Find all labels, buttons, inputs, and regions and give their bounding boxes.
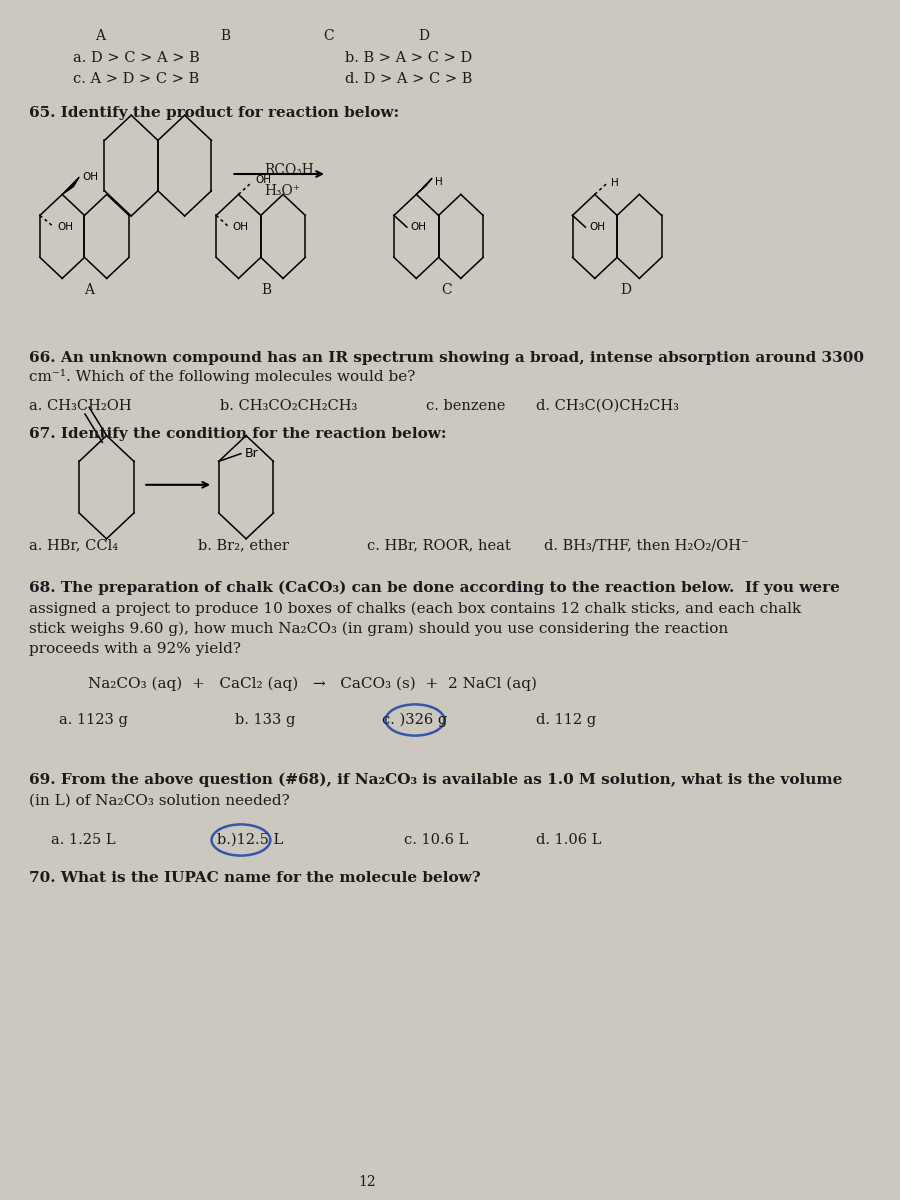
Text: RCO₃H: RCO₃H <box>265 163 314 178</box>
Text: 65. Identify the product for reaction below:: 65. Identify the product for reaction be… <box>30 106 400 120</box>
Text: b. 133 g: b. 133 g <box>235 713 295 727</box>
Text: c. )326 g: c. )326 g <box>382 713 447 727</box>
Text: d. 1.06 L: d. 1.06 L <box>536 833 602 847</box>
Text: OH: OH <box>233 222 248 232</box>
Text: OH: OH <box>58 222 74 232</box>
Text: A: A <box>85 283 94 298</box>
Text: c. A > D > C > B: c. A > D > C > B <box>74 72 200 86</box>
Text: cm⁻¹. Which of the following molecules would be?: cm⁻¹. Which of the following molecules w… <box>30 370 416 384</box>
Text: Br: Br <box>245 448 258 460</box>
Text: D: D <box>418 29 429 43</box>
Text: C: C <box>323 29 334 43</box>
Text: H₃O⁺: H₃O⁺ <box>265 184 301 198</box>
Text: OH: OH <box>82 172 98 182</box>
Text: b. CH₃CO₂CH₂CH₃: b. CH₃CO₂CH₂CH₃ <box>220 398 358 413</box>
Text: H: H <box>611 178 619 187</box>
Text: proceeds with a 92% yield?: proceeds with a 92% yield? <box>30 642 241 656</box>
Text: OH: OH <box>590 222 605 232</box>
Text: OH: OH <box>410 222 427 232</box>
Text: d. BH₃/THF, then H₂O₂/OH⁻: d. BH₃/THF, then H₂O₂/OH⁻ <box>544 538 749 552</box>
Text: stick weighs 9.60 g), how much Na₂CO₃ (in gram) should you use considering the r: stick weighs 9.60 g), how much Na₂CO₃ (i… <box>30 622 729 636</box>
Text: 12: 12 <box>358 1175 376 1189</box>
Text: a. D > C > A > B: a. D > C > A > B <box>74 50 200 65</box>
Text: d. 112 g: d. 112 g <box>536 713 597 727</box>
Polygon shape <box>62 176 79 194</box>
Text: a. 1123 g: a. 1123 g <box>58 713 128 727</box>
Text: a. CH₃CH₂OH: a. CH₃CH₂OH <box>30 398 132 413</box>
Text: 69. From the above question (#68), if Na₂CO₃ is available as 1.0 M solution, wha: 69. From the above question (#68), if Na… <box>30 773 842 787</box>
Text: b.)12.5 L: b.)12.5 L <box>217 833 283 847</box>
Text: D: D <box>621 283 632 298</box>
Text: Na₂CO₃ (aq)  +   CaCl₂ (aq)   →   CaCO₃ (s)  +  2 NaCl (aq): Na₂CO₃ (aq) + CaCl₂ (aq) → CaCO₃ (s) + 2… <box>88 677 537 691</box>
Text: b. Br₂, ether: b. Br₂, ether <box>198 538 289 552</box>
Text: c. HBr, ROOR, heat: c. HBr, ROOR, heat <box>367 538 511 552</box>
Text: C: C <box>441 283 452 298</box>
Text: c. 10.6 L: c. 10.6 L <box>404 833 468 847</box>
Text: 70. What is the IUPAC name for the molecule below?: 70. What is the IUPAC name for the molec… <box>30 871 481 886</box>
Text: OH: OH <box>255 175 271 185</box>
Text: 66. An unknown compound has an IR spectrum showing a broad, intense absorption a: 66. An unknown compound has an IR spectr… <box>30 350 864 365</box>
Text: (in L) of Na₂CO₃ solution needed?: (in L) of Na₂CO₃ solution needed? <box>30 793 290 808</box>
Text: d. CH₃C(O)CH₂CH₃: d. CH₃C(O)CH₂CH₃ <box>536 398 680 413</box>
Text: c. benzene: c. benzene <box>426 398 506 413</box>
Text: assigned a project to produce 10 boxes of chalks (each box contains 12 chalk sti: assigned a project to produce 10 boxes o… <box>30 601 802 616</box>
Polygon shape <box>417 178 432 194</box>
Text: b. B > A > C > D: b. B > A > C > D <box>346 50 472 65</box>
Text: B: B <box>220 29 230 43</box>
Text: H: H <box>435 176 443 187</box>
Text: B: B <box>261 283 271 298</box>
Text: A: A <box>95 29 105 43</box>
Text: 68. The preparation of chalk (CaCO₃) can be done according to the reaction below: 68. The preparation of chalk (CaCO₃) can… <box>30 581 841 595</box>
Text: a. 1.25 L: a. 1.25 L <box>51 833 116 847</box>
Text: a. HBr, CCl₄: a. HBr, CCl₄ <box>30 538 119 552</box>
Text: d. D > A > C > B: d. D > A > C > B <box>346 72 472 86</box>
Text: 67. Identify the condition for the reaction below:: 67. Identify the condition for the react… <box>30 427 447 442</box>
